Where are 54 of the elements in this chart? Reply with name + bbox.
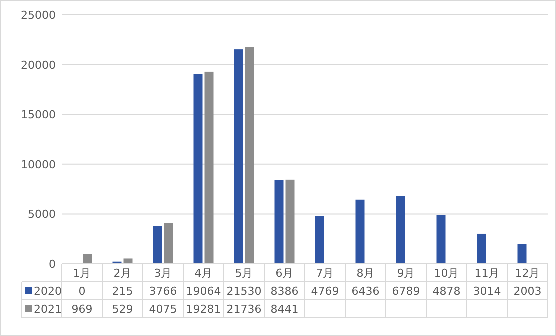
x-tick-label: 11月 — [474, 267, 500, 280]
data-label: 529 — [112, 303, 134, 316]
y-tick-label: 0 — [49, 258, 56, 271]
y-tick-label: 20000 — [21, 58, 56, 72]
data-label: 4075 — [149, 303, 178, 316]
x-tick-label: 4月 — [194, 267, 213, 280]
data-label: 969 — [72, 303, 93, 316]
data-label: 19281 — [186, 303, 222, 316]
x-tick-label: 2月 — [114, 267, 132, 280]
data-label: 21530 — [226, 285, 262, 298]
data-label: 21736 — [226, 303, 262, 316]
data-label: 3766 — [149, 285, 178, 298]
x-tick-label: 12月 — [515, 267, 540, 280]
data-label: 4769 — [311, 285, 340, 298]
bar — [274, 180, 284, 264]
x-tick-label: 1月 — [73, 267, 92, 280]
x-tick-label: 5月 — [235, 267, 254, 280]
bar — [245, 48, 254, 264]
data-label: 19064 — [186, 285, 222, 298]
bar — [436, 215, 446, 264]
data-label: 8386 — [270, 285, 299, 298]
data-label: 4878 — [432, 285, 461, 298]
data-label: 3014 — [473, 285, 502, 298]
legend-label: 2021 — [34, 303, 62, 316]
bar — [477, 234, 486, 264]
y-tick-label: 10000 — [21, 158, 56, 172]
bar — [518, 244, 527, 264]
data-label: 215 — [112, 285, 134, 298]
y-tick-label: 15000 — [21, 108, 56, 122]
x-tick-label: 3月 — [154, 267, 172, 280]
data-label: 2003 — [514, 285, 542, 298]
y-tick-label: 25000 — [21, 9, 56, 22]
bar — [204, 72, 214, 264]
bar — [315, 216, 324, 264]
bar — [234, 50, 244, 264]
bar — [164, 223, 174, 264]
legend-label: 2020 — [34, 285, 62, 298]
data-label: 8441 — [270, 303, 299, 316]
bar — [356, 200, 365, 264]
bar — [396, 196, 406, 264]
data-label: 6436 — [352, 285, 380, 298]
x-tick-label: 10月 — [434, 267, 460, 280]
bar — [194, 74, 203, 264]
data-label: 0 — [78, 285, 86, 298]
bar — [153, 226, 162, 264]
bar — [286, 180, 295, 264]
x-tick-label: 9月 — [397, 267, 416, 280]
bar — [83, 254, 92, 264]
x-tick-label: 6月 — [276, 267, 294, 280]
x-tick-label: 7月 — [316, 267, 334, 280]
y-tick-label: 5000 — [28, 208, 56, 222]
data-label: 6789 — [392, 285, 420, 298]
x-tick-label: 8月 — [356, 267, 375, 280]
bar — [124, 258, 133, 264]
